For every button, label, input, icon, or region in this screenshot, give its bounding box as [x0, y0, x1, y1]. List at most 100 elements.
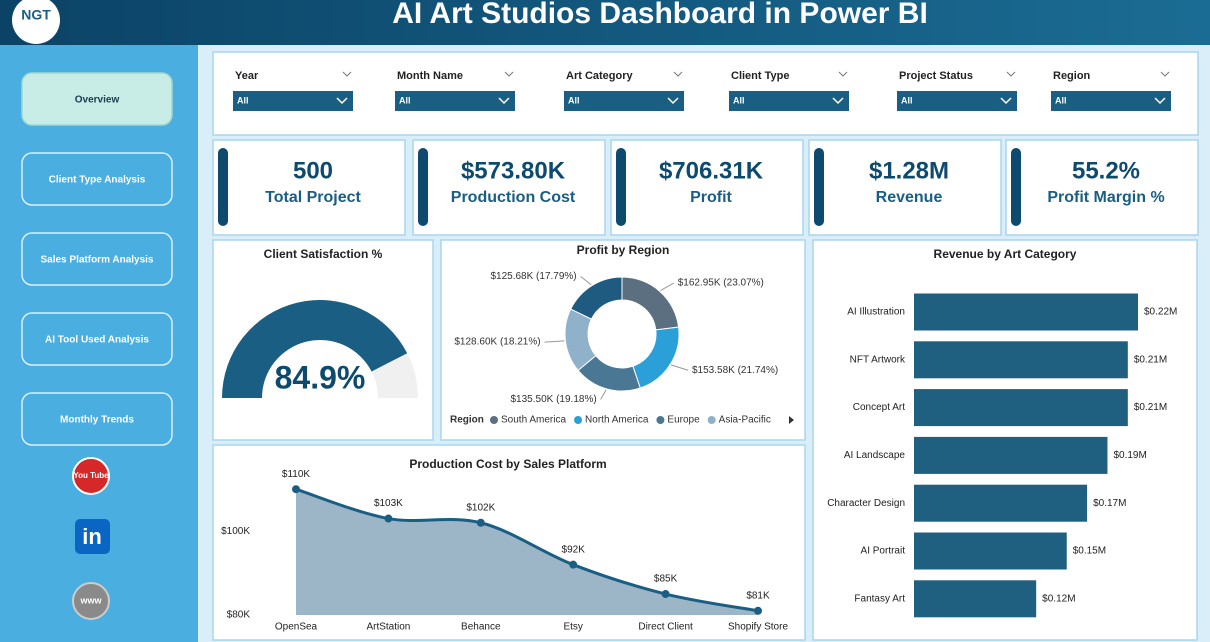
bar	[914, 341, 1128, 379]
nav-button[interactable]	[21, 152, 173, 206]
legend-marker	[574, 416, 583, 424]
bar	[914, 293, 1138, 331]
legend-title: Region	[450, 415, 484, 426]
social-label: www	[79, 595, 102, 605]
bar	[914, 484, 1088, 522]
line	[295, 487, 759, 613]
x-tick-label: ArtStation	[366, 622, 410, 633]
kpi-label: Revenue	[876, 189, 943, 206]
title: AI Art Studios Dashboard in Power BI	[392, 0, 928, 30]
leader-line	[670, 364, 689, 371]
nav-button[interactable]	[21, 392, 173, 446]
data-label: $0.22M	[1144, 307, 1177, 318]
filter-label: Client Type	[731, 70, 789, 82]
x-tick-label: Direct Client	[638, 622, 693, 633]
chevron	[342, 71, 352, 77]
data-label: $0.17M	[1093, 498, 1126, 509]
chart-title: Profit by Region	[577, 243, 670, 257]
nav-label: Monthly Trends	[60, 415, 134, 426]
nav-label: AI Tool Used Analysis	[45, 335, 149, 346]
data-label: $110K	[282, 469, 311, 480]
kpi-label: Profit Margin %	[1047, 189, 1164, 206]
y-tick-label: $100K	[221, 526, 250, 537]
donut-slice	[570, 276, 623, 320]
filter-dropdown[interactable]	[1051, 91, 1171, 111]
point	[384, 514, 393, 523]
chevron	[1000, 97, 1012, 105]
web-icon	[72, 582, 110, 620]
chevron	[1154, 97, 1166, 105]
legend-label: Europe	[667, 415, 700, 426]
data-label: $125.68K (17.79%)	[490, 271, 576, 282]
legend-arrow[interactable]	[789, 416, 794, 424]
leader-line	[600, 389, 607, 400]
leader-line	[580, 275, 592, 286]
kpi-accent	[1011, 148, 1021, 226]
panel	[1005, 139, 1199, 236]
panel	[212, 139, 406, 236]
chevron	[336, 97, 348, 105]
filter-label: Region	[1053, 70, 1091, 82]
filter-dropdown[interactable]	[729, 91, 849, 111]
data-label: $92K	[562, 544, 586, 555]
x-tick-label: Behance	[461, 622, 501, 633]
data-label: $0.15M	[1073, 546, 1106, 557]
nav-button[interactable]	[21, 72, 173, 126]
y-tick-label: NFT Artwork	[850, 354, 906, 365]
chevron	[673, 71, 683, 77]
data-label: $81K	[746, 590, 770, 601]
panel	[808, 139, 1002, 236]
data-label: $0.12M	[1042, 593, 1075, 604]
kpi-accent	[814, 148, 824, 226]
point	[476, 518, 485, 527]
youtube-icon	[72, 457, 110, 495]
data-label: $103K	[374, 498, 403, 509]
filter-label: Project Status	[899, 70, 973, 82]
filter-value: All	[733, 95, 745, 105]
data-label: $135.50K (19.18%)	[511, 394, 597, 405]
header	[0, 0, 1210, 45]
kpi-value: $573.80K	[461, 157, 566, 184]
chevron	[1006, 71, 1016, 77]
nav-button[interactable]	[21, 232, 173, 286]
legend-label: North America	[585, 415, 649, 426]
filter-dropdown[interactable]	[564, 91, 684, 111]
leader-line	[660, 282, 674, 292]
chevron	[667, 97, 679, 105]
legend-marker	[707, 416, 716, 424]
y-tick-label: AI Portrait	[861, 546, 906, 557]
chevron	[1160, 71, 1170, 77]
x-tick-label: Shopify Store	[728, 622, 788, 633]
legend-marker	[656, 416, 665, 424]
kpi-value: 55.2%	[1072, 157, 1140, 184]
data-label: $153.58K (21.74%)	[692, 365, 778, 376]
filter-dropdown[interactable]	[395, 91, 515, 111]
kpi-accent	[616, 148, 626, 226]
kpi-value: $1.28M	[869, 157, 949, 184]
x-tick-label: Etsy	[563, 622, 582, 633]
chevron	[832, 97, 844, 105]
data-label: $128.60K (18.21%)	[454, 337, 540, 348]
y-tick-label: AI Landscape	[844, 450, 906, 461]
filter-dropdown[interactable]	[233, 91, 353, 111]
kpi-value: 500	[293, 157, 333, 184]
legend-label: South America	[501, 415, 566, 426]
data-label: $0.21M	[1134, 354, 1167, 365]
data-label: $85K	[654, 574, 678, 585]
bar	[914, 389, 1128, 427]
nav-label: Overview	[75, 95, 120, 106]
kpi-accent	[218, 148, 228, 226]
legend-marker	[490, 416, 498, 424]
panel	[412, 139, 606, 236]
point	[754, 606, 762, 615]
chart-title: Client Satisfaction %	[264, 247, 383, 261]
nav-button[interactable]	[21, 312, 173, 366]
nav-label: Sales Platform Analysis	[40, 255, 153, 266]
filter-label: Year	[235, 70, 259, 82]
filter-dropdown[interactable]	[897, 91, 1017, 111]
linkedin-icon	[75, 519, 110, 554]
filter-value: All	[399, 95, 411, 105]
data-label: $162.95K (23.07%)	[678, 278, 764, 289]
leader-line	[544, 340, 565, 343]
